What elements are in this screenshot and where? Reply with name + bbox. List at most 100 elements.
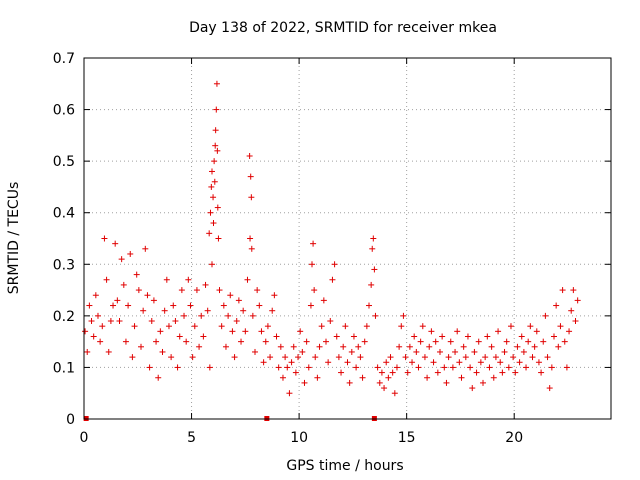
data-point xyxy=(325,359,332,366)
data-point xyxy=(311,287,318,294)
data-point xyxy=(338,369,345,376)
data-point xyxy=(329,276,336,283)
data-point xyxy=(258,328,265,335)
data-point xyxy=(484,333,491,340)
data-point xyxy=(507,323,514,330)
data-point xyxy=(462,354,469,361)
data-point xyxy=(471,348,478,355)
data-point xyxy=(566,328,573,335)
data-point xyxy=(391,390,398,397)
data-point xyxy=(417,338,424,345)
data-point xyxy=(120,281,127,288)
data-point xyxy=(127,250,134,257)
data-point xyxy=(370,235,377,242)
y-tick-label: 0.7 xyxy=(53,51,75,67)
data-point xyxy=(99,323,106,330)
data-point xyxy=(366,302,373,309)
data-point xyxy=(439,333,446,340)
data-point xyxy=(284,364,291,371)
data-point xyxy=(155,374,162,381)
data-point xyxy=(411,333,418,340)
data-point xyxy=(340,343,347,350)
data-point xyxy=(240,307,247,314)
data-point xyxy=(163,276,170,283)
data-point xyxy=(441,364,448,371)
data-point xyxy=(146,364,153,371)
data-point xyxy=(86,302,93,309)
data-point xyxy=(125,302,132,309)
data-point xyxy=(84,348,91,355)
data-point xyxy=(183,338,190,345)
data-point xyxy=(542,312,549,319)
data-point xyxy=(488,343,495,350)
data-point xyxy=(406,343,413,350)
data-point xyxy=(348,348,355,355)
y-tick-label: 0.2 xyxy=(53,309,75,325)
y-axis: 0 0.1 0.2 0.3 0.4 0.5 0.6 0.7 xyxy=(53,51,611,428)
data-point xyxy=(198,312,205,319)
data-point xyxy=(568,307,575,314)
data-point xyxy=(320,297,327,304)
data-point xyxy=(275,364,282,371)
data-point xyxy=(208,168,215,175)
data-point xyxy=(161,307,168,314)
data-point xyxy=(346,379,353,386)
data-point xyxy=(512,369,519,376)
data-point xyxy=(469,385,476,392)
data-point xyxy=(229,328,236,335)
data-point xyxy=(393,364,400,371)
data-point xyxy=(490,374,497,381)
data-point xyxy=(88,318,95,325)
data-point xyxy=(456,359,463,366)
data-point xyxy=(553,302,560,309)
data-point xyxy=(415,364,422,371)
data-point xyxy=(495,328,502,335)
data-point xyxy=(434,369,441,376)
data-point xyxy=(208,261,215,268)
data-point xyxy=(464,333,471,340)
data-point xyxy=(529,354,536,361)
data-point xyxy=(103,276,110,283)
data-point xyxy=(344,359,351,366)
data-point xyxy=(174,364,181,371)
data-point xyxy=(555,343,562,350)
data-point xyxy=(157,328,164,335)
y-tick-label: 0 xyxy=(66,412,75,428)
data-point xyxy=(533,328,540,335)
data-point xyxy=(535,359,542,366)
data-point xyxy=(249,312,256,319)
data-point xyxy=(501,348,508,355)
data-point xyxy=(244,276,251,283)
data-point xyxy=(527,323,534,330)
data-point xyxy=(428,328,435,335)
data-point xyxy=(248,194,255,201)
data-point xyxy=(357,354,364,361)
x-tick-label: 0 xyxy=(80,430,89,446)
data-point xyxy=(544,354,551,361)
data-point xyxy=(432,338,439,345)
data-point xyxy=(297,328,304,335)
data-point xyxy=(389,369,396,376)
data-point xyxy=(267,354,274,361)
x-tick-label: 20 xyxy=(505,430,523,446)
data-point xyxy=(191,323,198,330)
data-point xyxy=(214,204,221,211)
data-point xyxy=(363,323,370,330)
data-point xyxy=(497,359,504,366)
data-point xyxy=(254,287,261,294)
data-point xyxy=(187,302,194,309)
data-point xyxy=(292,369,299,376)
data-point xyxy=(327,318,334,325)
data-point xyxy=(376,379,383,386)
data-point xyxy=(213,106,220,113)
data-point xyxy=(372,312,379,319)
chart-grid xyxy=(84,58,611,419)
x-tick-label: 5 xyxy=(187,430,196,446)
data-point xyxy=(492,354,499,361)
data-point xyxy=(572,318,579,325)
data-point xyxy=(140,307,147,314)
data-point xyxy=(342,323,349,330)
data-point xyxy=(359,374,366,381)
data-point xyxy=(310,240,317,247)
data-point xyxy=(353,364,360,371)
